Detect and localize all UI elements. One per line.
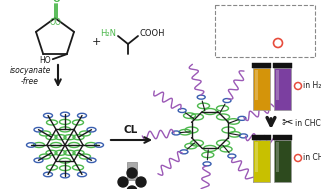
Text: ✂: ✂ xyxy=(281,116,293,130)
Bar xyxy=(274,140,291,182)
Ellipse shape xyxy=(136,177,146,187)
Text: in H₂O: in H₂O xyxy=(303,81,321,91)
Text: CL: CL xyxy=(124,125,138,135)
Bar xyxy=(273,63,292,68)
Bar xyxy=(127,162,137,180)
Text: O: O xyxy=(251,10,257,16)
Text: in CHCl₃: in CHCl₃ xyxy=(295,119,321,128)
Bar xyxy=(276,70,279,99)
Bar xyxy=(255,70,257,99)
Bar xyxy=(255,142,257,171)
FancyBboxPatch shape xyxy=(215,5,315,57)
Bar xyxy=(252,63,271,68)
Text: –O–: –O– xyxy=(257,15,271,25)
Bar xyxy=(252,135,271,140)
Text: O: O xyxy=(52,0,60,5)
Text: O: O xyxy=(49,18,56,27)
Text: H₂N: H₂N xyxy=(100,29,116,39)
Bar xyxy=(276,142,279,171)
Bar xyxy=(253,140,270,182)
Ellipse shape xyxy=(127,168,137,178)
Bar xyxy=(253,68,270,110)
Text: in CHCl₃: in CHCl₃ xyxy=(303,153,321,163)
Text: O: O xyxy=(55,18,60,27)
Text: = ∼NH: = ∼NH xyxy=(230,16,256,26)
Text: +: + xyxy=(91,37,101,47)
Text: = PCL: = PCL xyxy=(242,39,265,47)
Text: isocyanate
-free: isocyanate -free xyxy=(9,66,51,86)
Bar xyxy=(274,68,291,110)
Text: = dye: = dye xyxy=(284,39,307,47)
Ellipse shape xyxy=(118,177,128,187)
Ellipse shape xyxy=(127,186,137,189)
Text: COOH: COOH xyxy=(140,29,166,39)
Bar xyxy=(273,135,292,140)
Text: = –OH: = –OH xyxy=(281,16,305,26)
Text: HO: HO xyxy=(39,56,51,65)
